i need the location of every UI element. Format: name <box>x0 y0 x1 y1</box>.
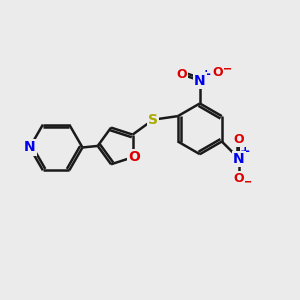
Text: O: O <box>212 67 223 80</box>
Text: −: − <box>242 176 252 189</box>
Text: −: − <box>221 62 232 75</box>
Text: O: O <box>128 150 140 164</box>
Text: +: + <box>240 145 250 158</box>
Text: N: N <box>24 140 35 154</box>
Text: +: + <box>201 68 211 81</box>
Text: N: N <box>233 152 245 166</box>
Text: O: O <box>177 68 188 81</box>
Text: O: O <box>234 133 244 146</box>
Text: N: N <box>194 74 206 88</box>
Text: O: O <box>234 172 244 184</box>
Text: S: S <box>148 113 158 127</box>
